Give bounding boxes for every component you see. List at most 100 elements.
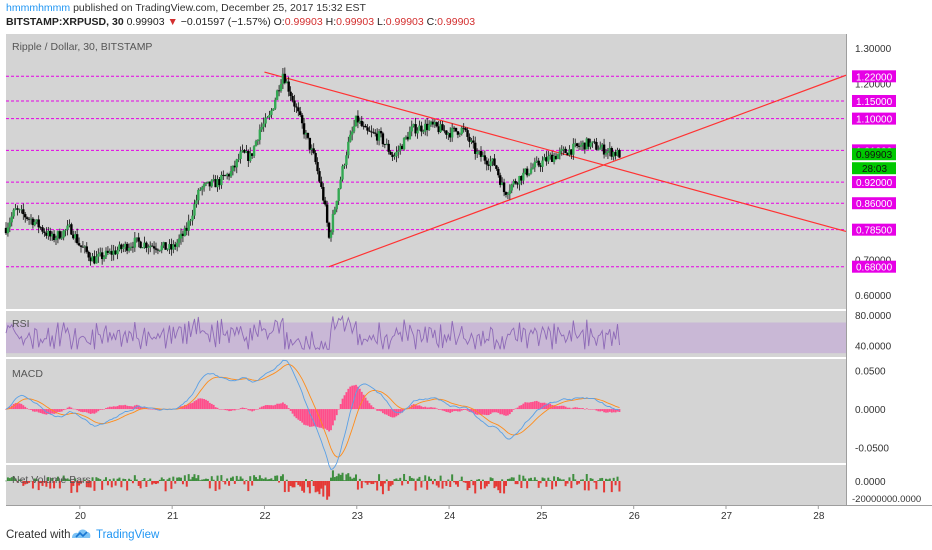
symbol-label: BITSTAMP:XRPUSD, 30 xyxy=(6,16,124,28)
footer: Created with TradingView xyxy=(0,520,932,550)
macd-histogram-bar xyxy=(66,407,69,410)
macd-histogram-bar xyxy=(258,407,261,410)
macd-histogram-bar xyxy=(455,409,457,412)
candle-body xyxy=(91,256,94,262)
net-volume-bar xyxy=(251,481,254,486)
trendline[interactable] xyxy=(328,74,847,268)
candle-body xyxy=(168,244,171,250)
macd-histogram-bar xyxy=(158,409,161,411)
macd-histogram-bar xyxy=(445,409,448,412)
level-badge xyxy=(852,260,896,273)
net-volume-bar xyxy=(524,478,527,481)
candle-body xyxy=(495,165,498,169)
rsi-tick-label: 40.0000 xyxy=(855,342,892,353)
candle-body xyxy=(493,158,496,166)
net-volume-bar xyxy=(614,481,617,486)
net-volume-bar xyxy=(45,481,48,487)
candle-body xyxy=(502,182,506,193)
time-tick-label: 23 xyxy=(352,511,364,520)
macd-histogram-bar xyxy=(447,409,450,413)
candle-body xyxy=(310,148,313,150)
macd-histogram-bar xyxy=(264,405,267,410)
tradingview-link[interactable]: TradingView xyxy=(96,529,160,541)
candle-body xyxy=(331,213,335,233)
macd-histogram-bar xyxy=(89,409,92,414)
net-volume-bar xyxy=(328,481,331,497)
macd-histogram-bar xyxy=(328,409,330,432)
macd-histogram-bar xyxy=(585,408,588,410)
candle-body xyxy=(158,250,162,251)
net-volume-bar xyxy=(218,481,221,490)
net-volume-bar xyxy=(49,481,52,489)
macd-histogram-bar xyxy=(35,409,38,412)
net-volume-bar xyxy=(535,479,538,481)
macd-histogram-bar xyxy=(530,402,532,410)
volume-tick-label: -20000000.0000 xyxy=(852,494,921,505)
macd-tick-label: -0.0500 xyxy=(855,444,889,455)
net-volume-bar xyxy=(605,478,607,481)
candle-body xyxy=(245,151,248,153)
net-volume-bar xyxy=(280,476,282,481)
net-volume-bar xyxy=(353,477,356,481)
candle-body xyxy=(29,218,33,220)
macd-histogram-bar xyxy=(139,406,142,410)
macd-histogram-bar xyxy=(578,407,580,410)
macd-histogram-bar xyxy=(87,409,90,414)
macd-histogram-bar xyxy=(358,388,361,410)
candle-body xyxy=(558,151,562,155)
net-volume-bar xyxy=(339,474,342,481)
trendline[interactable] xyxy=(264,71,847,233)
macd-histogram-bar xyxy=(322,409,325,429)
candle-body xyxy=(185,227,188,231)
net-volume-bar xyxy=(405,479,407,481)
macd-histogram-bar xyxy=(382,409,384,414)
macd-histogram-bar xyxy=(226,409,229,411)
tradingview-logo-icon[interactable] xyxy=(70,526,92,542)
macd-histogram-bar xyxy=(74,408,77,410)
candle-body xyxy=(210,180,213,187)
macd-line xyxy=(5,359,620,471)
macd-histogram-bar xyxy=(399,409,402,414)
level-badge-text: 0.92000 xyxy=(856,178,893,189)
net-volume-bar xyxy=(512,477,515,481)
macd-histogram-bar xyxy=(562,405,565,410)
candle-body xyxy=(585,138,588,150)
net-volume-bar xyxy=(149,478,152,481)
macd-histogram-bar xyxy=(458,409,461,412)
net-volume-bar xyxy=(126,481,129,491)
candle-body xyxy=(145,242,148,249)
level-badge-text: 0.78500 xyxy=(856,226,893,237)
chart-canvas[interactable]: 1.300001.200000.700000.600001.220001.150… xyxy=(0,0,932,520)
trendlines[interactable] xyxy=(264,71,847,268)
net-volume-bar xyxy=(355,474,357,481)
macd-histogram-bar xyxy=(462,409,465,410)
macd-histogram-bar xyxy=(339,404,342,410)
macd-histogram-bar xyxy=(80,409,82,412)
candle-body xyxy=(164,242,167,250)
net-volume-bar xyxy=(558,478,561,481)
candle-body xyxy=(514,181,517,184)
candle-body xyxy=(120,244,123,249)
net-volume-bar xyxy=(608,478,611,481)
net-volume-bar xyxy=(258,475,261,481)
candle-body xyxy=(602,144,606,155)
net-volume-bar xyxy=(6,477,9,481)
net-volume-bars: 0.0000 -20000000.0000 xyxy=(5,470,921,505)
macd-histogram-bar xyxy=(495,409,498,413)
macd-histogram-bar xyxy=(460,409,463,411)
net-volume-bar xyxy=(555,481,557,487)
author-link[interactable]: hmmmhmmm xyxy=(6,2,71,14)
macd-histogram-bar xyxy=(276,403,279,410)
macd-histogram-bar xyxy=(137,405,140,410)
macd-histogram-bar xyxy=(433,407,436,410)
macd-histogram-bar xyxy=(151,409,154,410)
net-volume-bar xyxy=(266,479,269,481)
macd-histogram-bar xyxy=(587,409,590,410)
net-volume-bar xyxy=(543,478,546,481)
candle-body xyxy=(527,173,531,176)
net-volume-bar xyxy=(401,481,404,486)
net-volume-bar xyxy=(301,481,304,491)
net-volume-bar xyxy=(189,479,192,481)
net-volume-bar xyxy=(130,479,132,481)
macd-histogram-bar xyxy=(337,409,340,410)
